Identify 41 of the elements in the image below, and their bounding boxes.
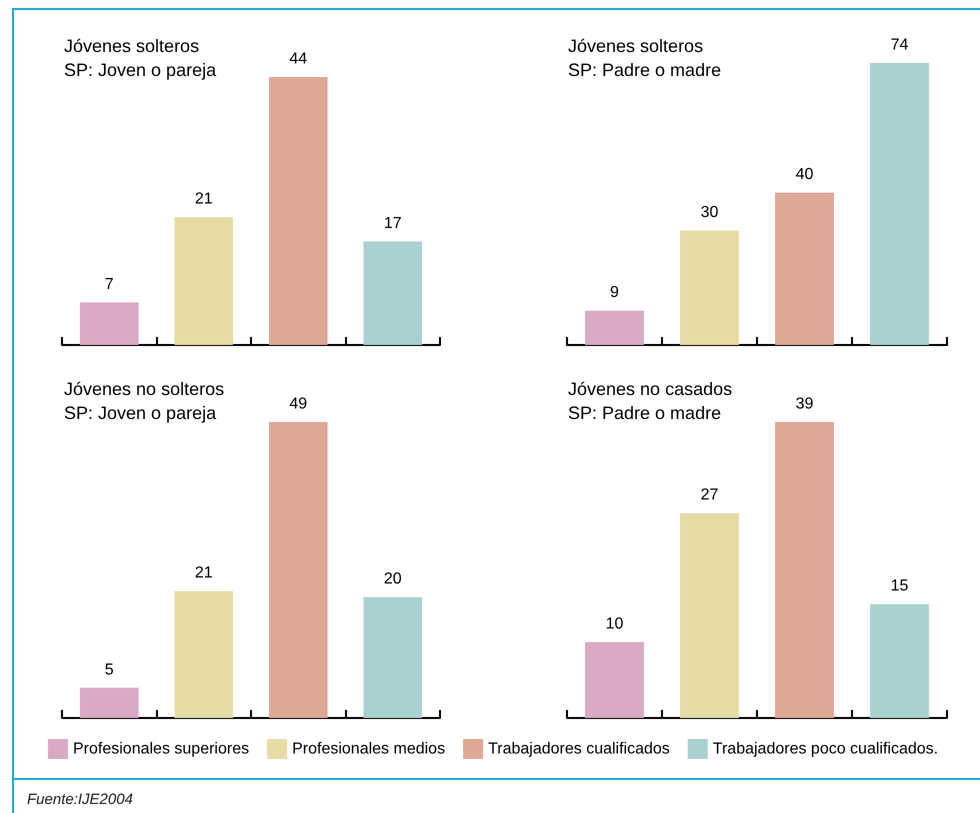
source-note: Fuente:IJE2004 — [27, 791, 133, 808]
data-label: 5 — [104, 661, 114, 678]
bar — [268, 77, 328, 345]
data-label: 39 — [796, 396, 814, 412]
bar — [870, 604, 929, 718]
chart-subtitle: SP: Joven o pareja — [64, 60, 218, 80]
chart-title: Jóvenes no casados — [568, 379, 732, 399]
bar — [585, 642, 644, 718]
bar — [585, 310, 644, 345]
data-label: 49 — [289, 396, 308, 412]
data-label: 15 — [890, 578, 908, 595]
legend-label: Trabajadores poco cualificados. — [712, 740, 938, 758]
data-label: 21 — [194, 564, 213, 582]
legend-label: Profesionales superiores — [73, 740, 250, 758]
data-label: 7 — [104, 276, 114, 293]
chart-title: Jóvenes no solteros — [64, 379, 224, 399]
data-label: 10 — [606, 616, 624, 633]
chart-title: Jóvenes solteros — [64, 36, 200, 56]
bar — [680, 230, 739, 345]
data-label: 40 — [796, 166, 814, 184]
chart-subtitle: SP: Padre o madre — [568, 60, 722, 80]
legend-label: Trabajadores cualificados — [488, 740, 670, 758]
data-label: 21 — [194, 190, 213, 208]
chart-subtitle: SP: Joven o pareja — [64, 403, 218, 423]
data-label: 20 — [384, 570, 402, 588]
bar — [363, 241, 422, 345]
data-label: 9 — [610, 284, 620, 302]
bar — [680, 513, 739, 718]
data-label: 30 — [700, 204, 718, 222]
data-label: 17 — [384, 214, 402, 232]
data-label: 44 — [289, 50, 308, 68]
bar — [174, 217, 234, 345]
bar — [775, 422, 834, 718]
data-label: 74 — [890, 36, 908, 54]
data-label: 27 — [700, 486, 718, 504]
bar — [775, 192, 834, 345]
legend-label: Profesionales medios — [292, 740, 446, 758]
chart-subtitle: SP: Padre o madre — [568, 403, 722, 423]
bar — [80, 302, 139, 345]
bar — [870, 63, 929, 345]
chart-title: Jóvenes solteros — [568, 36, 704, 56]
